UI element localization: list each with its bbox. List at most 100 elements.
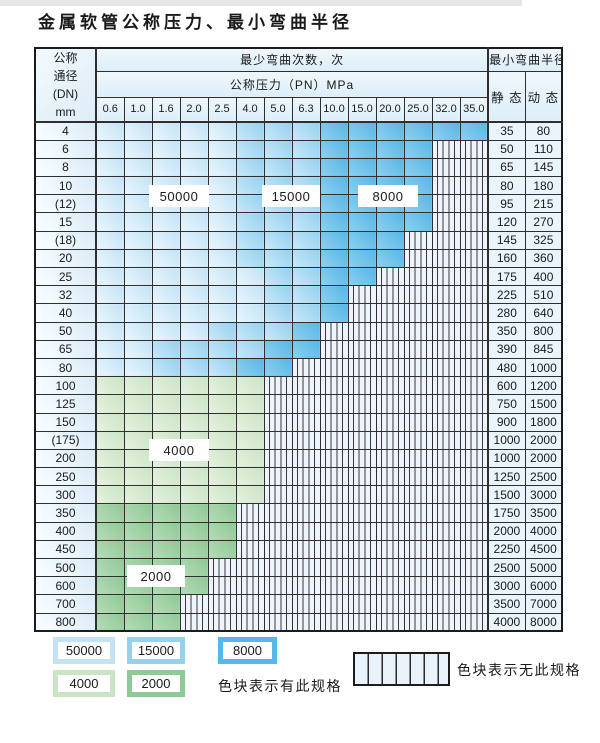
static-radius-cell: 350 [487, 321, 526, 341]
no-spec-cell [291, 357, 321, 378]
dynamic-radius-cell: 845 [524, 339, 563, 359]
spec-cell [151, 376, 181, 396]
table-row: (175) 1000 2000 [34, 430, 563, 450]
no-spec-cell [431, 394, 461, 414]
spec-cell [151, 539, 181, 560]
spec-cell [123, 467, 153, 487]
table-row: 32 225 510 [34, 285, 563, 305]
no-spec-cell [347, 394, 377, 414]
spec-cell [123, 248, 153, 269]
spec-cell [207, 230, 237, 250]
spec-cell [347, 120, 377, 141]
no-spec-cell [403, 594, 433, 614]
spec-cell [291, 285, 321, 305]
spec-cell [235, 266, 265, 287]
spec-cell [179, 485, 209, 505]
no-spec-cell [319, 412, 349, 432]
no-spec-cell [375, 285, 405, 305]
dynamic-radius-cell: 5000 [524, 557, 563, 578]
pressure-tick: 35.0 [459, 96, 489, 123]
spec-cell [235, 467, 265, 487]
no-spec-cell [291, 576, 321, 596]
dynamic-column-header: 动 态 [524, 70, 563, 123]
dynamic-radius-cell: 360 [524, 248, 563, 269]
no-spec-cell [403, 576, 433, 596]
no-spec-cell [459, 576, 489, 596]
corner-line-1: 公称 [53, 51, 78, 65]
no-spec-cell [347, 430, 377, 450]
spec-cell [235, 157, 265, 178]
no-spec-cell [459, 194, 489, 214]
no-spec-cell [403, 485, 433, 505]
no-spec-cell [375, 521, 405, 541]
no-spec-cell [263, 376, 293, 396]
spec-cell [95, 357, 125, 378]
pressure-tick: 1.0 [123, 96, 153, 123]
no-spec-cell [459, 248, 489, 269]
no-spec-cell [319, 539, 349, 560]
spec-cell [235, 448, 265, 469]
no-spec-cell [431, 412, 461, 432]
table-row: 600 3000 6000 [34, 576, 563, 596]
no-spec-cell [431, 230, 461, 250]
no-spec-cell [319, 576, 349, 596]
spec-cell [207, 539, 237, 560]
spec-cell [319, 303, 349, 323]
no-spec-cell [459, 176, 489, 196]
spec-cell [375, 230, 405, 250]
spec-cell [375, 157, 405, 178]
spec-cell [319, 157, 349, 178]
static-radius-cell: 4000 [487, 612, 526, 632]
no-spec-cell [319, 467, 349, 487]
spec-cell [123, 485, 153, 505]
no-spec-cell [319, 376, 349, 396]
spec-table-wrapper: 公称 通径 (DN) mm 最少弯曲次数，次 最小弯曲半径 公称压力（PN）MP… [34, 47, 564, 633]
no-spec-cell [431, 139, 461, 159]
no-spec-cell [291, 612, 321, 632]
legend-swatch-label: 8000 [223, 642, 272, 659]
pressure-tick: 0.6 [95, 96, 125, 123]
no-spec-cell [179, 612, 209, 632]
spec-cell [235, 248, 265, 269]
table-row: 40 280 640 [34, 303, 563, 323]
no-spec-cell [431, 521, 461, 541]
spec-cell [235, 230, 265, 250]
dynamic-radius-cell: 640 [524, 303, 563, 323]
table-row: 450 2250 4500 [34, 539, 563, 560]
spec-cell [207, 412, 237, 432]
no-spec-cell [291, 376, 321, 396]
spec-cell [179, 376, 209, 396]
dn-cell: (12) [34, 194, 97, 214]
no-spec-cell [235, 576, 265, 596]
spec-cell [95, 394, 125, 414]
spec-cell [151, 266, 181, 287]
spec-cell [235, 321, 265, 341]
spec-cell [179, 303, 209, 323]
spec-cell [179, 412, 209, 432]
no-spec-cell [291, 394, 321, 414]
dn-cell: 4 [34, 120, 97, 141]
table-row: 700 3500 7000 [34, 594, 563, 614]
spec-cell [263, 303, 293, 323]
no-spec-cell [347, 485, 377, 505]
static-radius-cell: 50 [487, 139, 526, 159]
spec-cell [207, 357, 237, 378]
spec-cell [319, 285, 349, 305]
table-row: 6 50 110 [34, 139, 563, 159]
no-spec-cell [319, 357, 349, 378]
spec-cell [347, 157, 377, 178]
table-row: 400 2000 4000 [34, 521, 563, 541]
no-spec-cell [375, 539, 405, 560]
no-spec-cell [263, 557, 293, 578]
no-spec-cell [263, 412, 293, 432]
static-radius-cell: 1250 [487, 467, 526, 487]
no-spec-cell [263, 503, 293, 523]
no-spec-cell [347, 376, 377, 396]
spec-cell [179, 576, 209, 596]
spec-cell [151, 230, 181, 250]
spec-cell [151, 394, 181, 414]
spec-cell [207, 467, 237, 487]
no-spec-cell [431, 357, 461, 378]
no-spec-cell [263, 576, 293, 596]
spec-cell [263, 357, 293, 378]
